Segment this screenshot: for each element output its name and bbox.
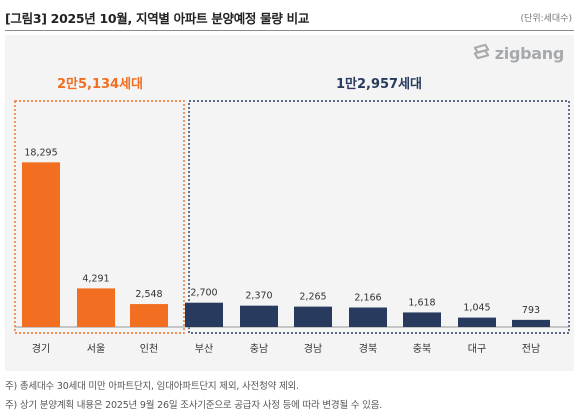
zigbang-logo-text: zigbang xyxy=(494,44,565,63)
category-label-9: 대구 xyxy=(468,343,486,355)
unit-label: (단위:세대수) xyxy=(520,14,572,24)
value-label-4: 2,700 xyxy=(190,288,217,299)
category-label-5: 충남 xyxy=(250,343,268,355)
group-total-label-1: 2만5,134세대 xyxy=(57,76,143,92)
bar-1 xyxy=(22,162,60,327)
bar-6 xyxy=(294,306,332,327)
footnote-2: 주) 상기 분양계획 내용은 2025년 9월 26일 조사기준으로 공급자 사… xyxy=(5,400,383,411)
zigbang-logo-icon xyxy=(472,42,491,65)
chart-panel: zigbang 2만5,134세대 1만2,957세대 18,295 경기 4,291 서… xyxy=(5,35,574,371)
bar-7 xyxy=(349,307,387,327)
value-label-3: 2,548 xyxy=(135,289,162,300)
footnote-1: 주) 총세대수 30세대 미만 아파트단지, 임대아파트단지 제외, 사전청약 … xyxy=(5,381,299,392)
group-box-2 xyxy=(188,100,570,334)
value-label-10: 793 xyxy=(522,305,540,316)
bar-5 xyxy=(240,305,278,327)
category-label-2: 서울 xyxy=(87,343,105,355)
category-label-4: 부산 xyxy=(195,343,213,355)
bar-9 xyxy=(458,317,496,327)
title-divider xyxy=(5,30,574,31)
value-label-6: 2,265 xyxy=(299,292,326,303)
value-label-5: 2,370 xyxy=(245,291,272,302)
value-label-1: 18,295 xyxy=(24,147,57,158)
value-label-2: 4,291 xyxy=(82,273,109,284)
bar-chart: 2만5,134세대 1만2,957세대 18,295 경기 4,291 서울 2,548 인천… xyxy=(14,76,570,355)
bar-2 xyxy=(77,288,115,327)
group-total-label-2: 1만2,957세대 xyxy=(336,76,422,92)
category-label-3: 인천 xyxy=(140,343,158,355)
bar-3 xyxy=(130,304,168,327)
value-label-7: 2,166 xyxy=(354,293,381,304)
zigbang-logo: zigbang xyxy=(472,42,564,65)
category-label-1: 경기 xyxy=(32,342,50,355)
category-label-6: 경남 xyxy=(304,342,322,355)
category-label-7: 경북 xyxy=(359,342,377,355)
value-label-8: 1,618 xyxy=(408,297,435,308)
bar-10 xyxy=(512,319,550,327)
bar-4 xyxy=(185,302,223,327)
chart-header: [그림3] 2025년 10월, 지역별 아파트 분양예정 물량 비교 (단위:… xyxy=(0,0,580,36)
chart-title: [그림3] 2025년 10월, 지역별 아파트 분양예정 물량 비교 xyxy=(5,11,310,26)
value-label-9: 1,045 xyxy=(463,303,490,314)
group-box-1 xyxy=(14,100,185,334)
category-label-10: 전남 xyxy=(522,343,540,355)
bar-8 xyxy=(403,312,441,327)
category-label-8: 충북 xyxy=(413,343,431,355)
